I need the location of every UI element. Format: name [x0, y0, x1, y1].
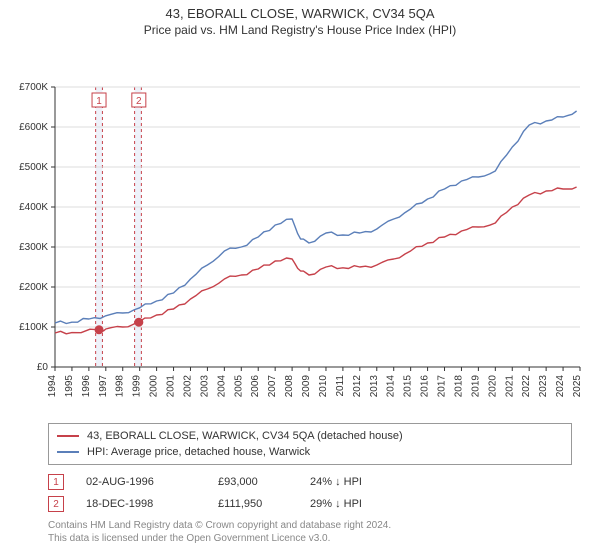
svg-text:2013: 2013	[369, 375, 380, 398]
svg-text:2025: 2025	[572, 375, 583, 398]
svg-text:2014: 2014	[386, 375, 397, 398]
svg-text:2007: 2007	[267, 375, 278, 398]
svg-text:£100K: £100K	[19, 322, 48, 333]
legend-swatch	[57, 435, 79, 437]
svg-text:2020: 2020	[487, 375, 498, 398]
legend: 43, EBORALL CLOSE, WARWICK, CV34 5QA (de…	[48, 423, 572, 465]
svg-text:1995: 1995	[64, 375, 75, 398]
svg-text:1997: 1997	[98, 375, 109, 398]
svg-text:2003: 2003	[199, 375, 210, 398]
transaction-row: 1 02-AUG-1996 £93,000 24% ↓ HPI	[48, 471, 572, 493]
chart-svg: £0 £100K £200K £300K £400K £500K £600K £700K 199…	[0, 37, 600, 417]
transaction-row: 2 18-DEC-1998 £111,950 29% ↓ HPI	[48, 493, 572, 515]
svg-text:£500K: £500K	[19, 162, 48, 173]
svg-text:2023: 2023	[538, 375, 549, 398]
svg-text:2021: 2021	[504, 375, 515, 398]
svg-text:2017: 2017	[437, 375, 448, 398]
transactions-table: 1 02-AUG-1996 £93,000 24% ↓ HPI 2 18-DEC-1998…	[48, 471, 572, 515]
svg-text:2011: 2011	[335, 375, 346, 397]
svg-text:2009: 2009	[301, 375, 312, 398]
svg-text:2015: 2015	[403, 375, 414, 398]
page-subtitle: Price paid vs. HM Land Registry's House …	[0, 23, 600, 37]
svg-text:2005: 2005	[233, 375, 244, 398]
svg-text:2006: 2006	[250, 375, 261, 398]
transaction-price: £111,950	[218, 498, 288, 510]
transaction-date: 02-AUG-1996	[86, 476, 196, 488]
legend-label: HPI: Average price, detached house, Warw…	[87, 446, 310, 458]
svg-text:2022: 2022	[521, 375, 532, 398]
svg-text:£200K: £200K	[19, 282, 48, 293]
svg-text:1996: 1996	[81, 375, 92, 398]
svg-text:£600K: £600K	[19, 122, 48, 133]
svg-text:1: 1	[96, 96, 102, 107]
svg-text:1994: 1994	[47, 375, 58, 398]
svg-text:2000: 2000	[149, 375, 160, 398]
page: 43, EBORALL CLOSE, WARWICK, CV34 5QA Pri…	[0, 0, 600, 560]
legend-swatch	[57, 451, 79, 453]
svg-text:£700K: £700K	[19, 82, 48, 93]
svg-text:2012: 2012	[352, 375, 363, 398]
svg-text:2010: 2010	[318, 375, 329, 398]
svg-text:2002: 2002	[182, 375, 193, 398]
transaction-date: 18-DEC-1998	[86, 498, 196, 510]
chart-titles: 43, EBORALL CLOSE, WARWICK, CV34 5QA Pri…	[0, 0, 600, 37]
transaction-badge: 1	[48, 474, 64, 490]
svg-text:£400K: £400K	[19, 202, 48, 213]
legend-item: 43, EBORALL CLOSE, WARWICK, CV34 5QA (de…	[57, 428, 563, 444]
transaction-diff: 29% ↓ HPI	[310, 498, 362, 510]
page-title: 43, EBORALL CLOSE, WARWICK, CV34 5QA	[0, 6, 600, 21]
legend-item: HPI: Average price, detached house, Warw…	[57, 444, 563, 460]
svg-text:2: 2	[136, 96, 142, 107]
footer-line-1: Contains HM Land Registry data © Crown c…	[48, 519, 572, 532]
svg-text:1998: 1998	[115, 375, 126, 398]
svg-text:£0: £0	[37, 362, 49, 373]
footer-attribution: Contains HM Land Registry data © Crown c…	[48, 519, 572, 545]
transaction-badge: 2	[48, 496, 64, 512]
svg-text:2004: 2004	[216, 375, 227, 398]
legend-label: 43, EBORALL CLOSE, WARWICK, CV34 5QA (de…	[87, 430, 403, 442]
svg-text:2016: 2016	[420, 375, 431, 398]
svg-text:2018: 2018	[453, 375, 464, 398]
footer-line-2: This data is licensed under the Open Gov…	[48, 532, 572, 545]
price-chart: £0 £100K £200K £300K £400K £500K £600K £700K 199…	[0, 37, 600, 417]
transaction-diff: 24% ↓ HPI	[310, 476, 362, 488]
svg-text:2024: 2024	[555, 375, 566, 398]
transaction-price: £93,000	[218, 476, 288, 488]
svg-text:2019: 2019	[470, 375, 481, 398]
svg-text:2008: 2008	[284, 375, 295, 398]
svg-text:1999: 1999	[132, 375, 143, 398]
svg-text:£300K: £300K	[19, 242, 48, 253]
svg-text:2001: 2001	[166, 375, 177, 398]
